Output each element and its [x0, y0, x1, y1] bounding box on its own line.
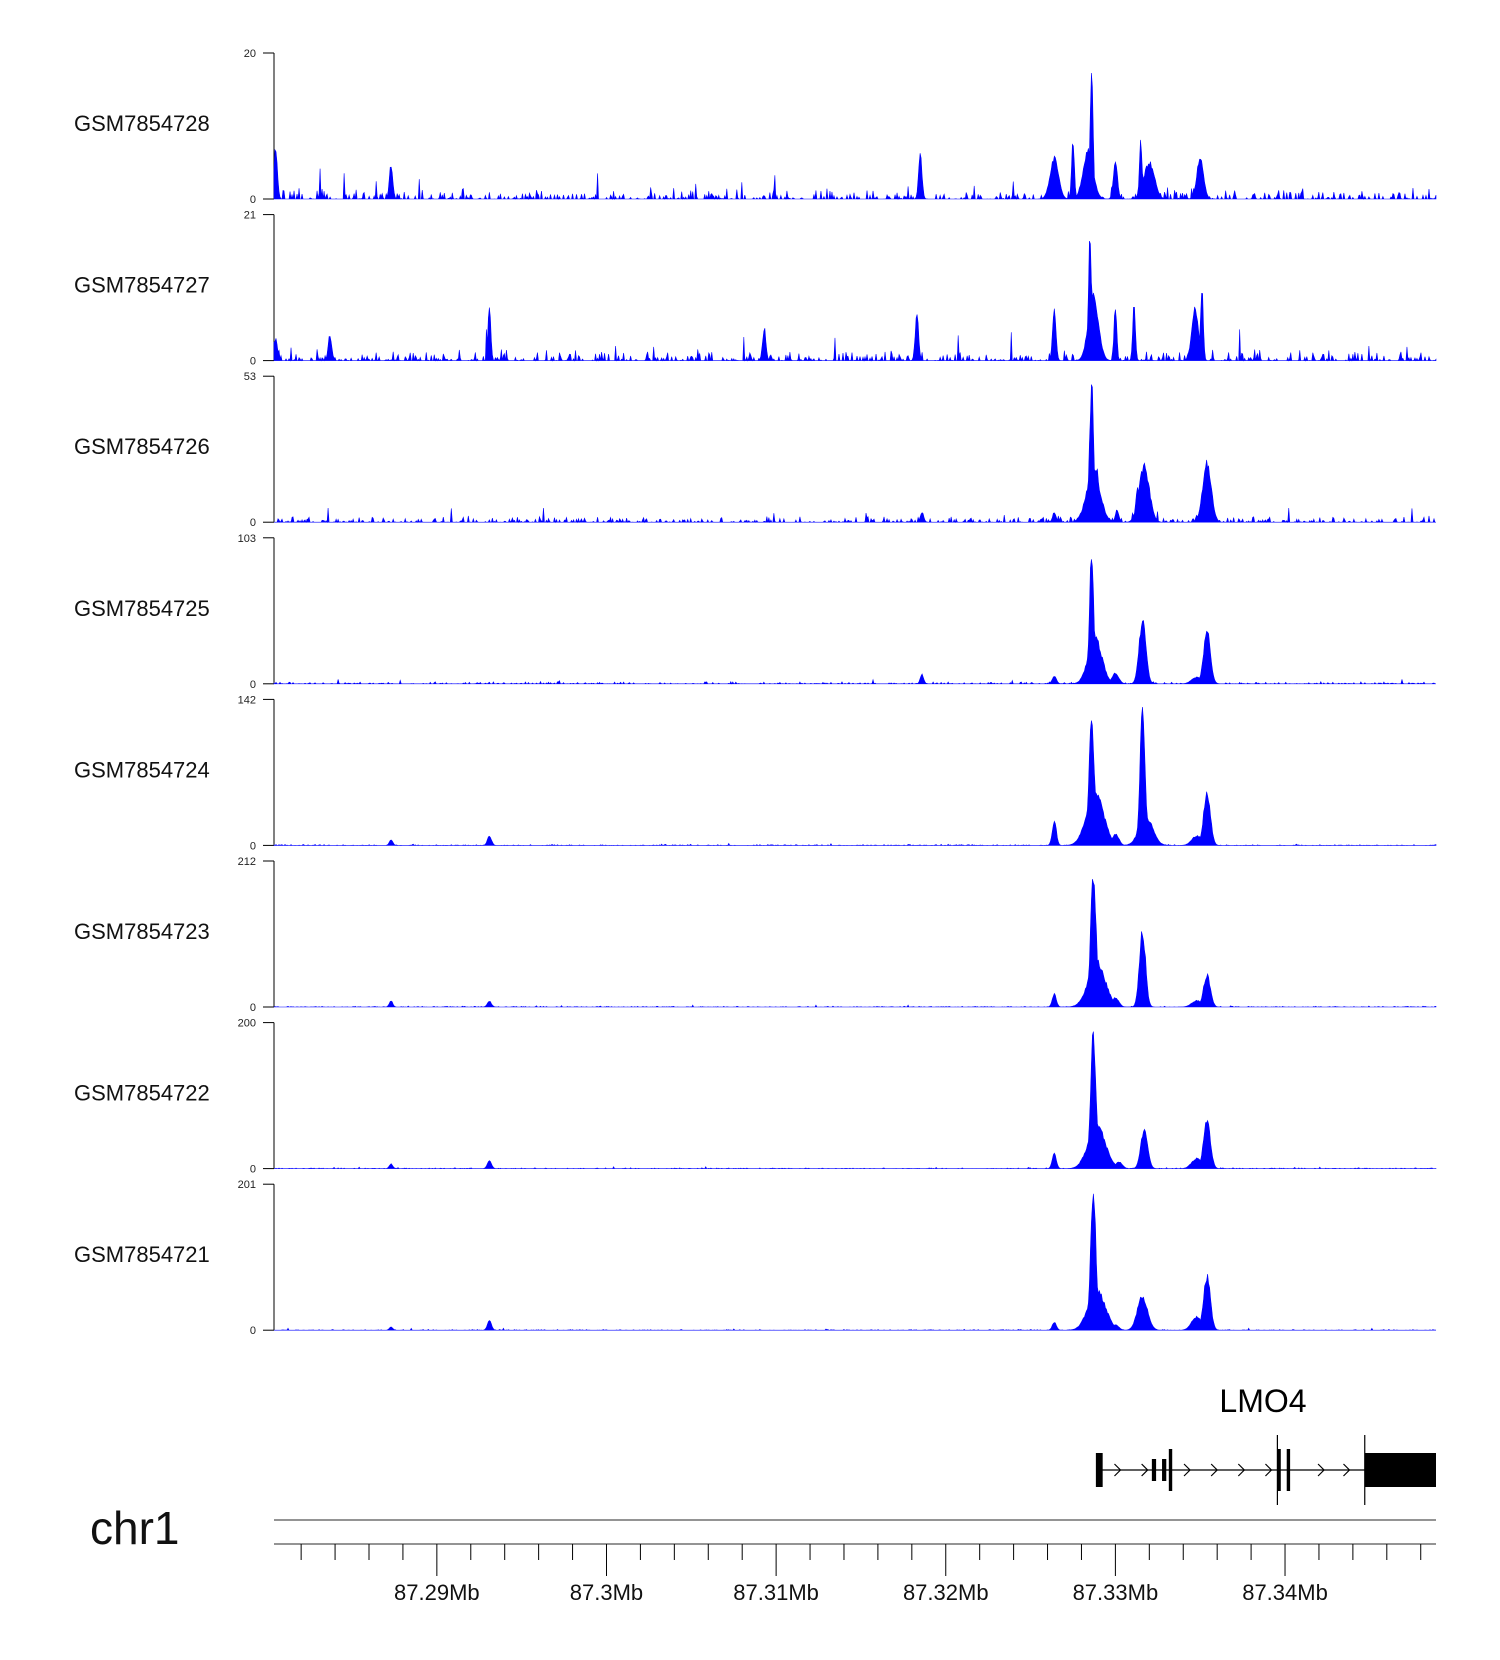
- gene-label-lmo4: LMO4: [1219, 1383, 1306, 1419]
- strand-arrow: [1183, 1463, 1191, 1477]
- gene-exon: [1151, 1459, 1157, 1481]
- coverage-area: [274, 1193, 1437, 1331]
- track-label: GSM7854724: [74, 757, 210, 782]
- axis-tick-label: 87.3Mb: [570, 1580, 643, 1605]
- track-label: GSM7854723: [74, 919, 210, 944]
- y-max-label: 53: [244, 371, 256, 383]
- y-max-label: 212: [238, 856, 256, 868]
- y-min-label: 0: [250, 356, 256, 368]
- coverage-area: [274, 384, 1436, 524]
- y-max-label: 142: [238, 694, 256, 706]
- axis-tick-label: 87.34Mb: [1242, 1580, 1328, 1605]
- y-min-label: 0: [250, 194, 256, 206]
- y-max-label: 200: [238, 1018, 256, 1030]
- genomic-axis: chr1 87.29Mb 87.3Mb 87.31Mb 87.32Mb 87.33Mb 8…: [90, 1502, 1436, 1605]
- axis-tick-label: 87.32Mb: [903, 1580, 989, 1605]
- gene-exon: [1095, 1453, 1103, 1487]
- gene-exon: [1168, 1449, 1173, 1491]
- gene-exon: [1364, 1453, 1436, 1487]
- gene-exon: [1286, 1449, 1291, 1491]
- track-gsm7854726: GSM7854726 53 0: [74, 371, 1436, 529]
- y-min-label: 0: [250, 840, 256, 852]
- strand-arrow: [1141, 1463, 1149, 1477]
- strand-arrow: [1343, 1463, 1351, 1477]
- track-label: GSM7854722: [74, 1081, 210, 1106]
- y-max-label: 103: [238, 533, 256, 545]
- y-min-label: 0: [250, 1002, 256, 1014]
- gene-exon: [1277, 1449, 1281, 1491]
- coverage-area: [273, 559, 1436, 685]
- coverage-area: [273, 707, 1437, 846]
- track-label: GSM7854727: [74, 273, 210, 298]
- coverage-area: [273, 240, 1437, 362]
- track-gsm7854722: GSM7854722 200 0: [74, 1018, 1437, 1176]
- coverage-tracks: GSM7854728200GSM7854727210GSM7854726530G…: [74, 48, 1437, 1337]
- axis-tick-label: 87.33Mb: [1073, 1580, 1159, 1605]
- axis-tick-label: 87.31Mb: [733, 1580, 819, 1605]
- track-label: GSM7854725: [74, 596, 210, 621]
- y-min-label: 0: [250, 1164, 256, 1176]
- strand-arrow: [1210, 1463, 1219, 1477]
- y-min-label: 0: [250, 517, 256, 529]
- coverage-area: [273, 879, 1437, 1008]
- track-gsm7854724: GSM7854724 142 0: [74, 694, 1437, 852]
- strand-arrow: [1237, 1463, 1246, 1477]
- track-gsm7854723: GSM7854723 212 0: [74, 856, 1437, 1014]
- y-max-label: 20: [244, 48, 256, 60]
- strand-arrow: [1317, 1463, 1325, 1477]
- track-label: GSM7854726: [74, 434, 210, 459]
- y-max-label: 21: [244, 210, 256, 222]
- strand-arrow: [1114, 1463, 1122, 1477]
- chromosome-label: chr1: [90, 1502, 179, 1554]
- track-gsm7854727: GSM7854727 21 0: [74, 210, 1437, 368]
- strand-arrow: [1265, 1463, 1273, 1477]
- gene-exon: [1162, 1459, 1167, 1481]
- axis-tick-label: 87.29Mb: [394, 1580, 480, 1605]
- track-gsm7854721: GSM7854721 201 0: [74, 1179, 1437, 1337]
- track-label: GSM7854728: [74, 111, 210, 136]
- track-label: GSM7854721: [74, 1242, 210, 1267]
- y-max-label: 201: [238, 1179, 256, 1191]
- coverage-area: [274, 1031, 1437, 1169]
- gene-annotation-track: LMO4: [1095, 1383, 1436, 1505]
- coverage-area: [273, 72, 1437, 201]
- track-gsm7854725: GSM7854725 103 0: [74, 533, 1436, 691]
- track-gsm7854728: GSM7854728 20 0: [74, 48, 1437, 206]
- y-min-label: 0: [250, 679, 256, 691]
- y-min-label: 0: [250, 1325, 256, 1337]
